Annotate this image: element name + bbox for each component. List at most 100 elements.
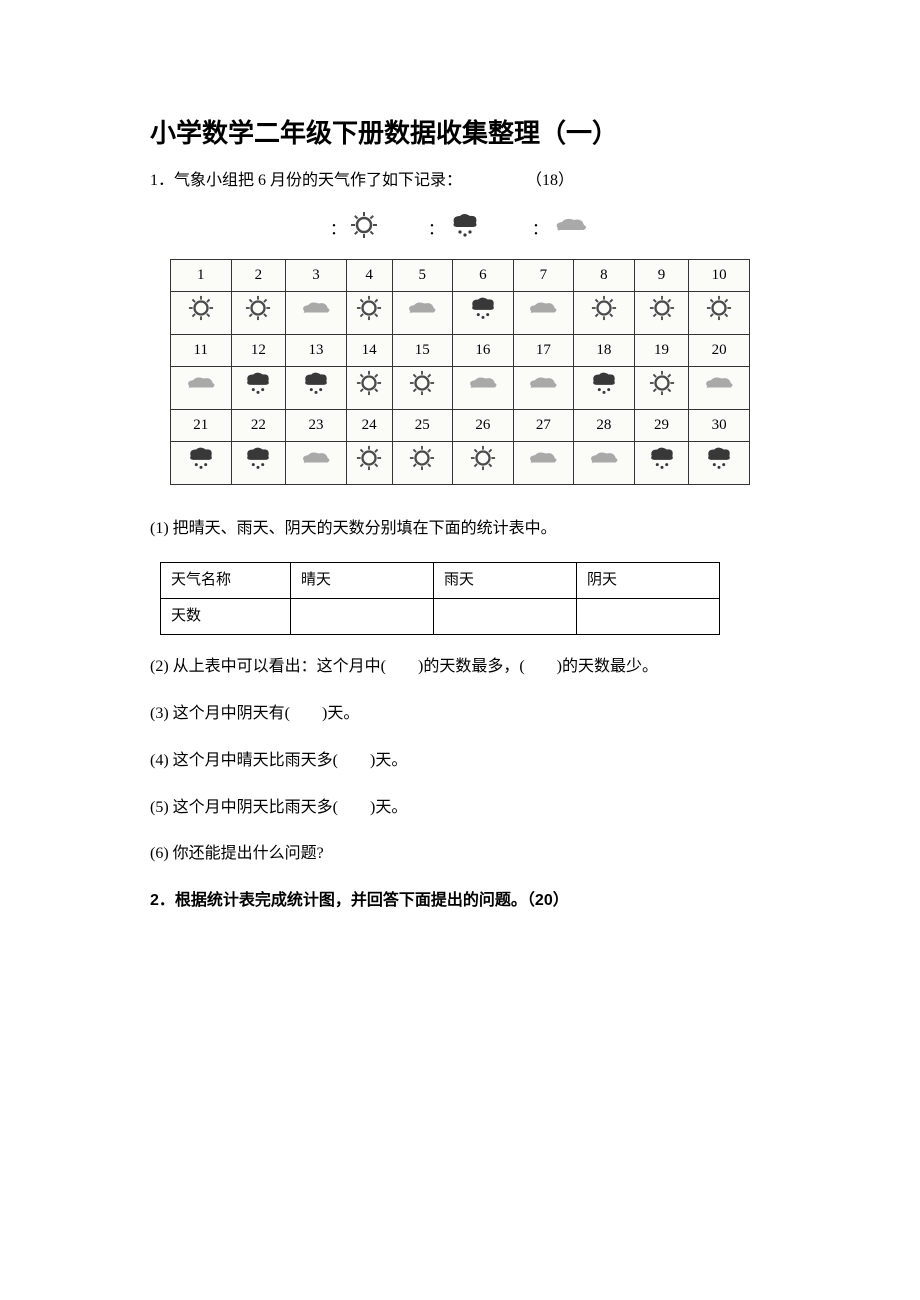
calendar-icon-row (171, 442, 750, 485)
q1-points: （18） (526, 167, 574, 196)
sunny-icon (171, 292, 232, 335)
rainy-icon (231, 442, 286, 485)
rainy-icon (634, 442, 689, 485)
sub-question-5: (5) 这个月中阴天比雨天多( )天。 (150, 794, 770, 823)
cloudy-icon (513, 292, 574, 335)
cloudy-icon (513, 367, 574, 410)
question-1-intro: 1．气象小组把 6 月份的天气作了如下记录： （18） (150, 167, 770, 196)
sunny-icon (346, 442, 392, 485)
sunny-icon (453, 442, 514, 485)
stats-table: 天气名称 晴天 雨天 阴天 天数 (160, 562, 720, 635)
sunny-icon (346, 292, 392, 335)
sunny-icon (346, 367, 392, 410)
q1-text: 气象小组把 6 月份的天气作了如下记录： (174, 172, 462, 189)
table-cell: 晴天 (291, 563, 434, 599)
calendar-day-number: 12 (231, 335, 286, 367)
calendar-day-number: 3 (286, 260, 347, 292)
calendar-day-number: 15 (392, 335, 453, 367)
calendar-day-number: 19 (634, 335, 689, 367)
calendar-day-number: 1 (171, 260, 232, 292)
calendar-number-row: 12345678910 (171, 260, 750, 292)
calendar-day-number: 7 (513, 260, 574, 292)
sub-question-6: (6) 你还能提出什么问题? (150, 840, 770, 869)
cloudy-icon (574, 442, 635, 485)
table-cell[interactable] (291, 599, 434, 635)
sub-question-3: (3) 这个月中阴天有( )天。 (150, 700, 770, 729)
table-cell: 雨天 (434, 563, 577, 599)
rainy-icon (689, 442, 750, 485)
cloudy-icon (453, 367, 514, 410)
calendar-day-number: 22 (231, 410, 286, 442)
table-row: 天数 (161, 599, 720, 635)
weather-legend: ： ： ： (150, 211, 770, 250)
calendar-day-number: 23 (286, 410, 347, 442)
calendar-day-number: 2 (231, 260, 286, 292)
cloudy-icon (689, 367, 750, 410)
cloudy-icon (513, 442, 574, 485)
rainy-icon (453, 292, 514, 335)
table-cell: 天数 (161, 599, 291, 635)
question-2-intro: 2．根据统计表完成统计图，并回答下面提出的问题。（20） (150, 887, 770, 916)
weather-calendar: 1234567891011121314151617181920212223242… (170, 259, 750, 485)
page-title: 小学数学二年级下册数据收集整理（一） (150, 110, 770, 157)
legend-sunny: ： (330, 211, 378, 250)
calendar-day-number: 6 (453, 260, 514, 292)
legend-colon: ： (428, 216, 444, 245)
calendar-icon-row (171, 367, 750, 410)
calendar-day-number: 27 (513, 410, 574, 442)
calendar-day-number: 29 (634, 410, 689, 442)
legend-colon: ： (532, 216, 548, 245)
calendar-day-number: 4 (346, 260, 392, 292)
calendar-day-number: 21 (171, 410, 232, 442)
sub-question-2: (2) 从上表中可以看出：这个月中( )的天数最多，( )的天数最少。 (150, 653, 770, 682)
rainy-icon (171, 442, 232, 485)
table-row: 天气名称 晴天 雨天 阴天 (161, 563, 720, 599)
q2-points: （20） (527, 892, 569, 909)
calendar-day-number: 13 (286, 335, 347, 367)
calendar-number-row: 21222324252627282930 (171, 410, 750, 442)
legend-rainy: ： (428, 211, 482, 250)
calendar-day-number: 14 (346, 335, 392, 367)
calendar-day-number: 18 (574, 335, 635, 367)
q2-number: 2． (150, 892, 175, 909)
calendar-day-number: 30 (689, 410, 750, 442)
rainy-icon (574, 367, 635, 410)
calendar-day-number: 17 (513, 335, 574, 367)
calendar-day-number: 10 (689, 260, 750, 292)
cloudy-icon (171, 367, 232, 410)
q2-text: 根据统计表完成统计图，并回答下面提出的问题。 (175, 892, 527, 909)
calendar-day-number: 5 (392, 260, 453, 292)
calendar-day-number: 8 (574, 260, 635, 292)
calendar-day-number: 9 (634, 260, 689, 292)
legend-colon: ： (330, 216, 346, 245)
calendar-day-number: 26 (453, 410, 514, 442)
calendar-day-number: 25 (392, 410, 453, 442)
table-cell: 天气名称 (161, 563, 291, 599)
cloudy-icon (286, 442, 347, 485)
calendar-day-number: 20 (689, 335, 750, 367)
sunny-icon (350, 211, 378, 250)
table-cell[interactable] (434, 599, 577, 635)
sunny-icon (392, 367, 453, 410)
q1-number: 1． (150, 172, 174, 189)
table-cell[interactable] (577, 599, 720, 635)
calendar-day-number: 16 (453, 335, 514, 367)
sunny-icon (634, 292, 689, 335)
rainy-icon (448, 211, 482, 250)
table-cell: 阴天 (577, 563, 720, 599)
calendar-number-row: 11121314151617181920 (171, 335, 750, 367)
cloudy-icon (286, 292, 347, 335)
sunny-icon (231, 292, 286, 335)
sub-question-1: (1) 把晴天、雨天、阴天的天数分别填在下面的统计表中。 (150, 515, 770, 544)
rainy-icon (286, 367, 347, 410)
cloudy-icon (552, 215, 590, 246)
sunny-icon (634, 367, 689, 410)
legend-cloudy: ： (532, 211, 590, 250)
calendar-icon-row (171, 292, 750, 335)
sunny-icon (574, 292, 635, 335)
sub-question-4: (4) 这个月中晴天比雨天多( )天。 (150, 747, 770, 776)
calendar-day-number: 28 (574, 410, 635, 442)
cloudy-icon (392, 292, 453, 335)
calendar-day-number: 24 (346, 410, 392, 442)
sunny-icon (689, 292, 750, 335)
